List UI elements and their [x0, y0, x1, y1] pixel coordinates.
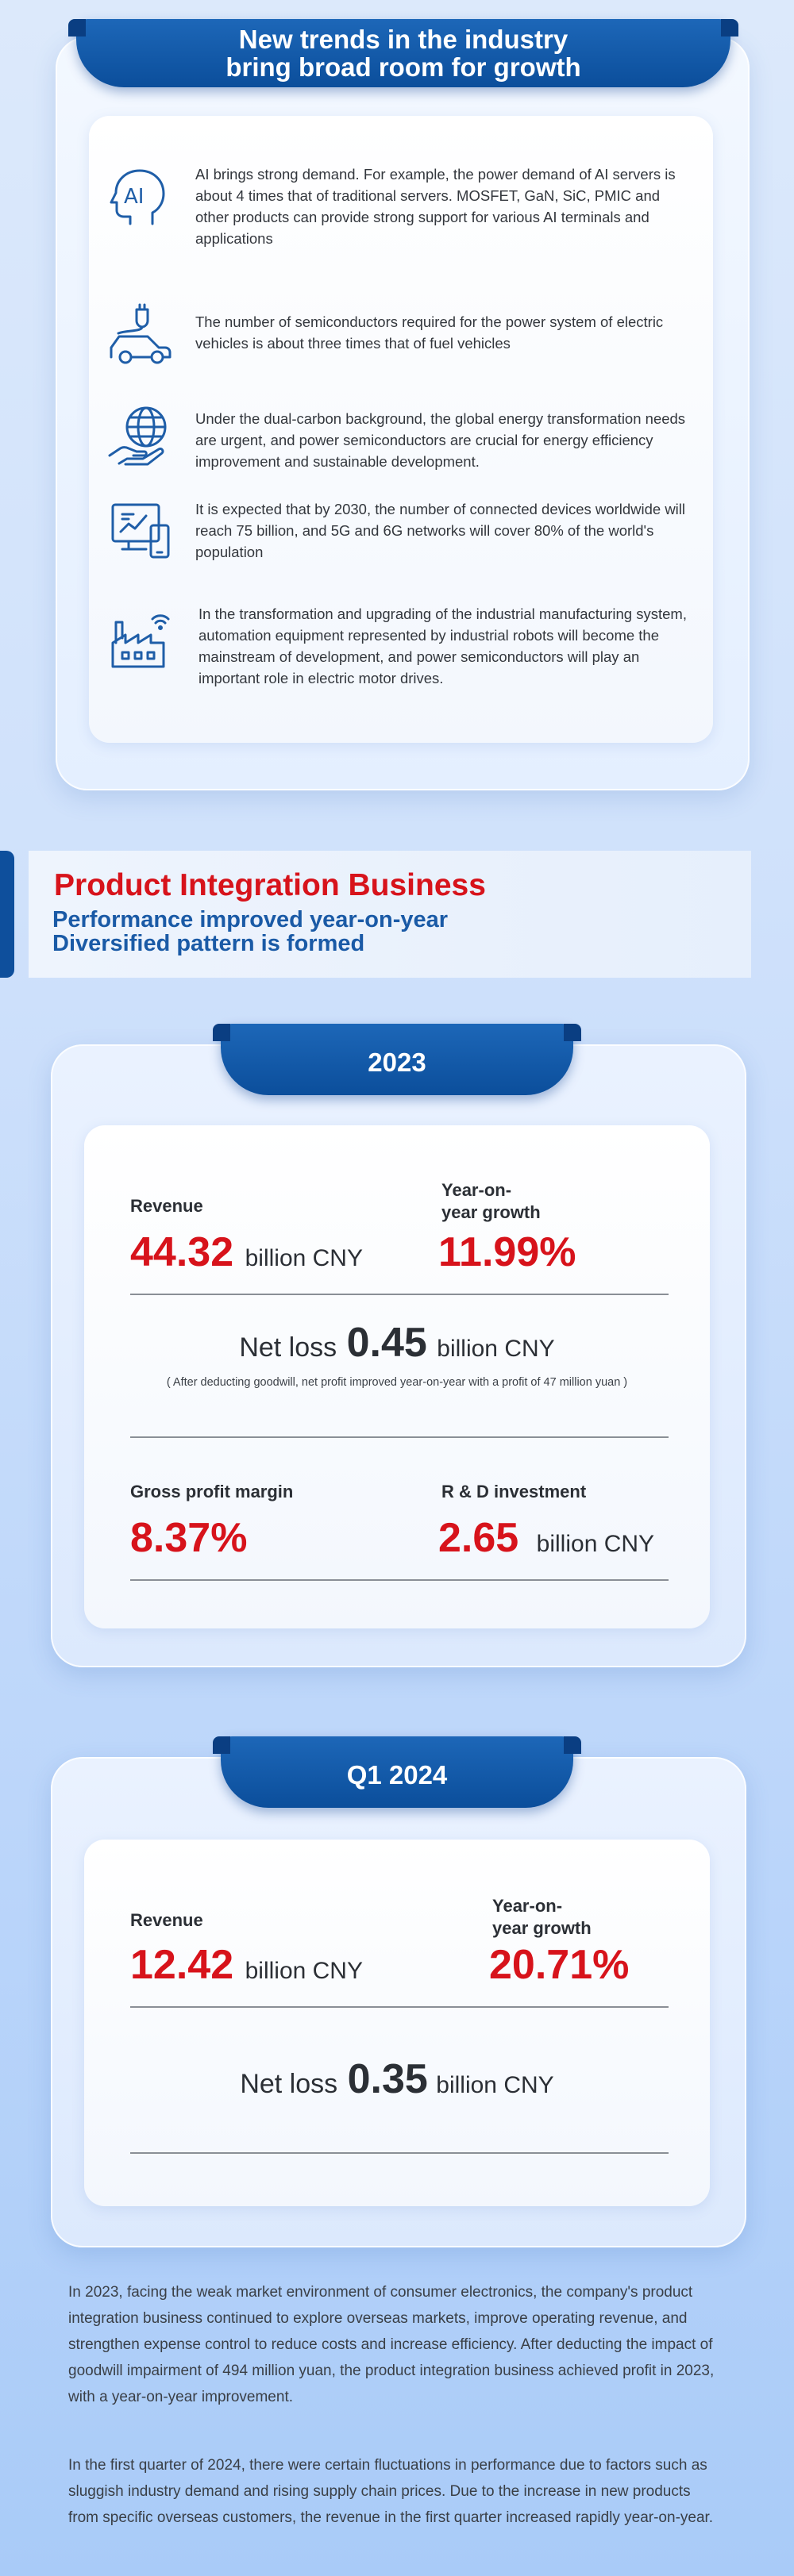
trend-text: It is expected that by 2030, the number …: [195, 501, 686, 560]
yoy-value: 11.99%: [438, 1229, 576, 1275]
net-loss-label: Net loss: [240, 2069, 338, 2099]
section-subtitle: Performance improved year-on-year Divers…: [52, 907, 449, 956]
trends-banner: New trends in the industry bring broad r…: [68, 19, 738, 87]
rd-value: 2.65: [438, 1515, 519, 1561]
tab-q1-2024-label: Q1 2024: [346, 1760, 448, 1790]
smart-factory-icon: [111, 614, 170, 668]
divider: [130, 1579, 669, 1581]
revenue-label: Revenue: [130, 1196, 203, 1216]
revenue-unit: billion CNY: [245, 1245, 363, 1271]
revenue-value: 12.42: [130, 1942, 234, 1988]
trends-list: AI AI brings strong demand. For example,…: [89, 116, 713, 743]
divider: [130, 1436, 669, 1438]
electric-car-icon: [110, 303, 172, 364]
net-loss-unit: billion CNY: [436, 2072, 554, 2098]
net-loss-unit: billion CNY: [437, 1336, 555, 1362]
revenue-metric: 44.32 billion CNY: [130, 1228, 363, 1276]
ai-head-icon: AI: [110, 169, 165, 225]
section-accent-bar: [0, 851, 14, 978]
trend-text: The number of semiconductors required fo…: [195, 313, 664, 352]
net-loss-value: 0.45: [346, 1320, 427, 1366]
trend-text: In the transformation and upgrading of t…: [198, 606, 687, 686]
yoy-label: Year-on- year growth: [492, 1896, 592, 1938]
section-title: Product Integration Business: [54, 868, 486, 902]
revenue-value: 44.32: [130, 1229, 234, 1275]
card-2023-inner: [84, 1125, 710, 1628]
svg-text:AI: AI: [124, 185, 144, 209]
divider: [130, 2152, 669, 2154]
trends-title: New trends in the industry bring broad r…: [225, 25, 581, 82]
card-q1-2024-inner: [84, 1840, 710, 2206]
gross-margin-value: 8.37%: [130, 1515, 248, 1561]
trend-text: Under the dual-carbon background, the gl…: [195, 410, 686, 470]
connected-devices-icon: [111, 503, 170, 559]
net-loss-metric: Net loss 0.35 billion CNY: [0, 2055, 794, 2103]
yoy-label: Year-on- year growth: [441, 1180, 541, 1222]
summary-paragraph: In 2023, facing the weak market environm…: [68, 2284, 715, 2405]
globe-hand-icon: [108, 406, 167, 466]
divider: [130, 2006, 669, 2008]
yoy-value: 20.71%: [489, 1942, 630, 1988]
net-loss-label: Net loss: [239, 1332, 337, 1363]
tab-q1-2024: Q1 2024: [213, 1736, 581, 1808]
rd-label: R & D investment: [441, 1482, 587, 1501]
tab-2023-label: 2023: [368, 1048, 426, 1077]
section-header: [29, 851, 751, 978]
summary-paragraph: In the first quarter of 2024, there were…: [68, 2457, 714, 2526]
revenue-unit: billion CNY: [245, 1958, 363, 1984]
rd-unit: billion CNY: [536, 1531, 655, 1557]
net-loss-note: ( After deducting goodwill, net profit i…: [166, 1376, 628, 1389]
divider: [130, 1294, 669, 1295]
revenue-label: Revenue: [130, 1910, 203, 1930]
gross-margin-label: Gross profit margin: [130, 1482, 294, 1501]
tab-2023: 2023: [213, 1024, 581, 1095]
trend-text: AI brings strong demand. For example, th…: [195, 166, 676, 247]
net-loss-value: 0.35: [347, 2056, 428, 2102]
net-loss-metric: Net loss 0.45 billion CNY: [0, 1319, 794, 1367]
revenue-metric: 12.42 billion CNY: [130, 1941, 363, 1989]
rd-metric: 2.65 billion CNY: [438, 1514, 654, 1562]
